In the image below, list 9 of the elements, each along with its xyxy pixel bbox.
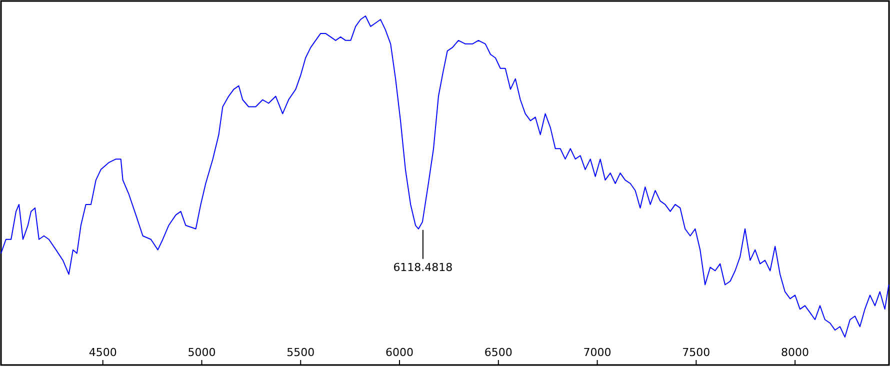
x-tick-label: 7500 [682,346,710,359]
x-tick-label: 5500 [286,346,315,359]
annotation: 6118.4818 [393,260,453,274]
x-tick-label: 5000 [188,346,216,359]
x-tick-label: 4500 [88,346,117,359]
x-tick-label: 6000 [386,346,414,359]
x-tick-label: 6500 [484,346,512,359]
x-tick-label: 7000 [583,346,612,359]
x-tick-label: 8000 [781,346,810,359]
